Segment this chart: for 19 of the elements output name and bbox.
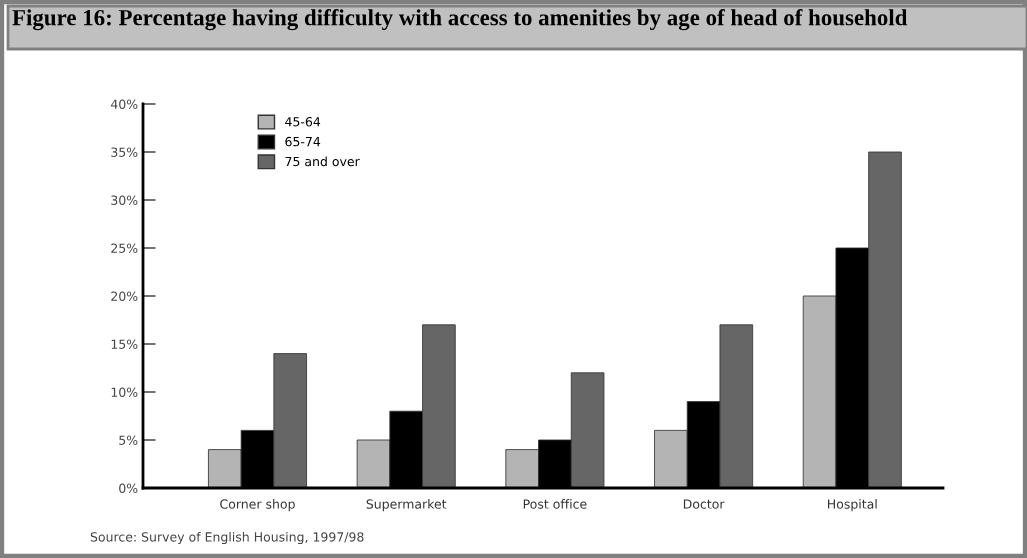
y-tick-label: 10% [111, 387, 138, 397]
y-tick-label: 15% [111, 339, 138, 349]
legend-label: 75 and over [285, 156, 360, 167]
x-tick-label: Corner shop [220, 499, 295, 512]
y-tick-label: 20% [111, 291, 138, 301]
y-tick-label: 0% [119, 483, 138, 493]
x-tick-label: Supermarket [366, 499, 447, 512]
x-tick-label: Post office [523, 499, 587, 509]
legend-label: 65-74 [285, 136, 321, 147]
y-tick-label: 5% [119, 435, 138, 445]
y-tick-label: 25% [111, 243, 138, 253]
chart-title: Figure 16: Percentage having difficulty with access to amenities by age of head of household [12, 9, 908, 31]
legend-label: 45-64 [285, 116, 321, 127]
y-tick-label: 35% [111, 147, 138, 157]
x-tick-label: Hospital [828, 499, 877, 512]
y-tick-label: 40% [110, 99, 138, 109]
x-tick-label: Doctor [683, 499, 725, 509]
source-note: Source: Survey of English Housing, 1997/98 [90, 531, 364, 545]
y-tick-label: 30% [111, 195, 138, 205]
